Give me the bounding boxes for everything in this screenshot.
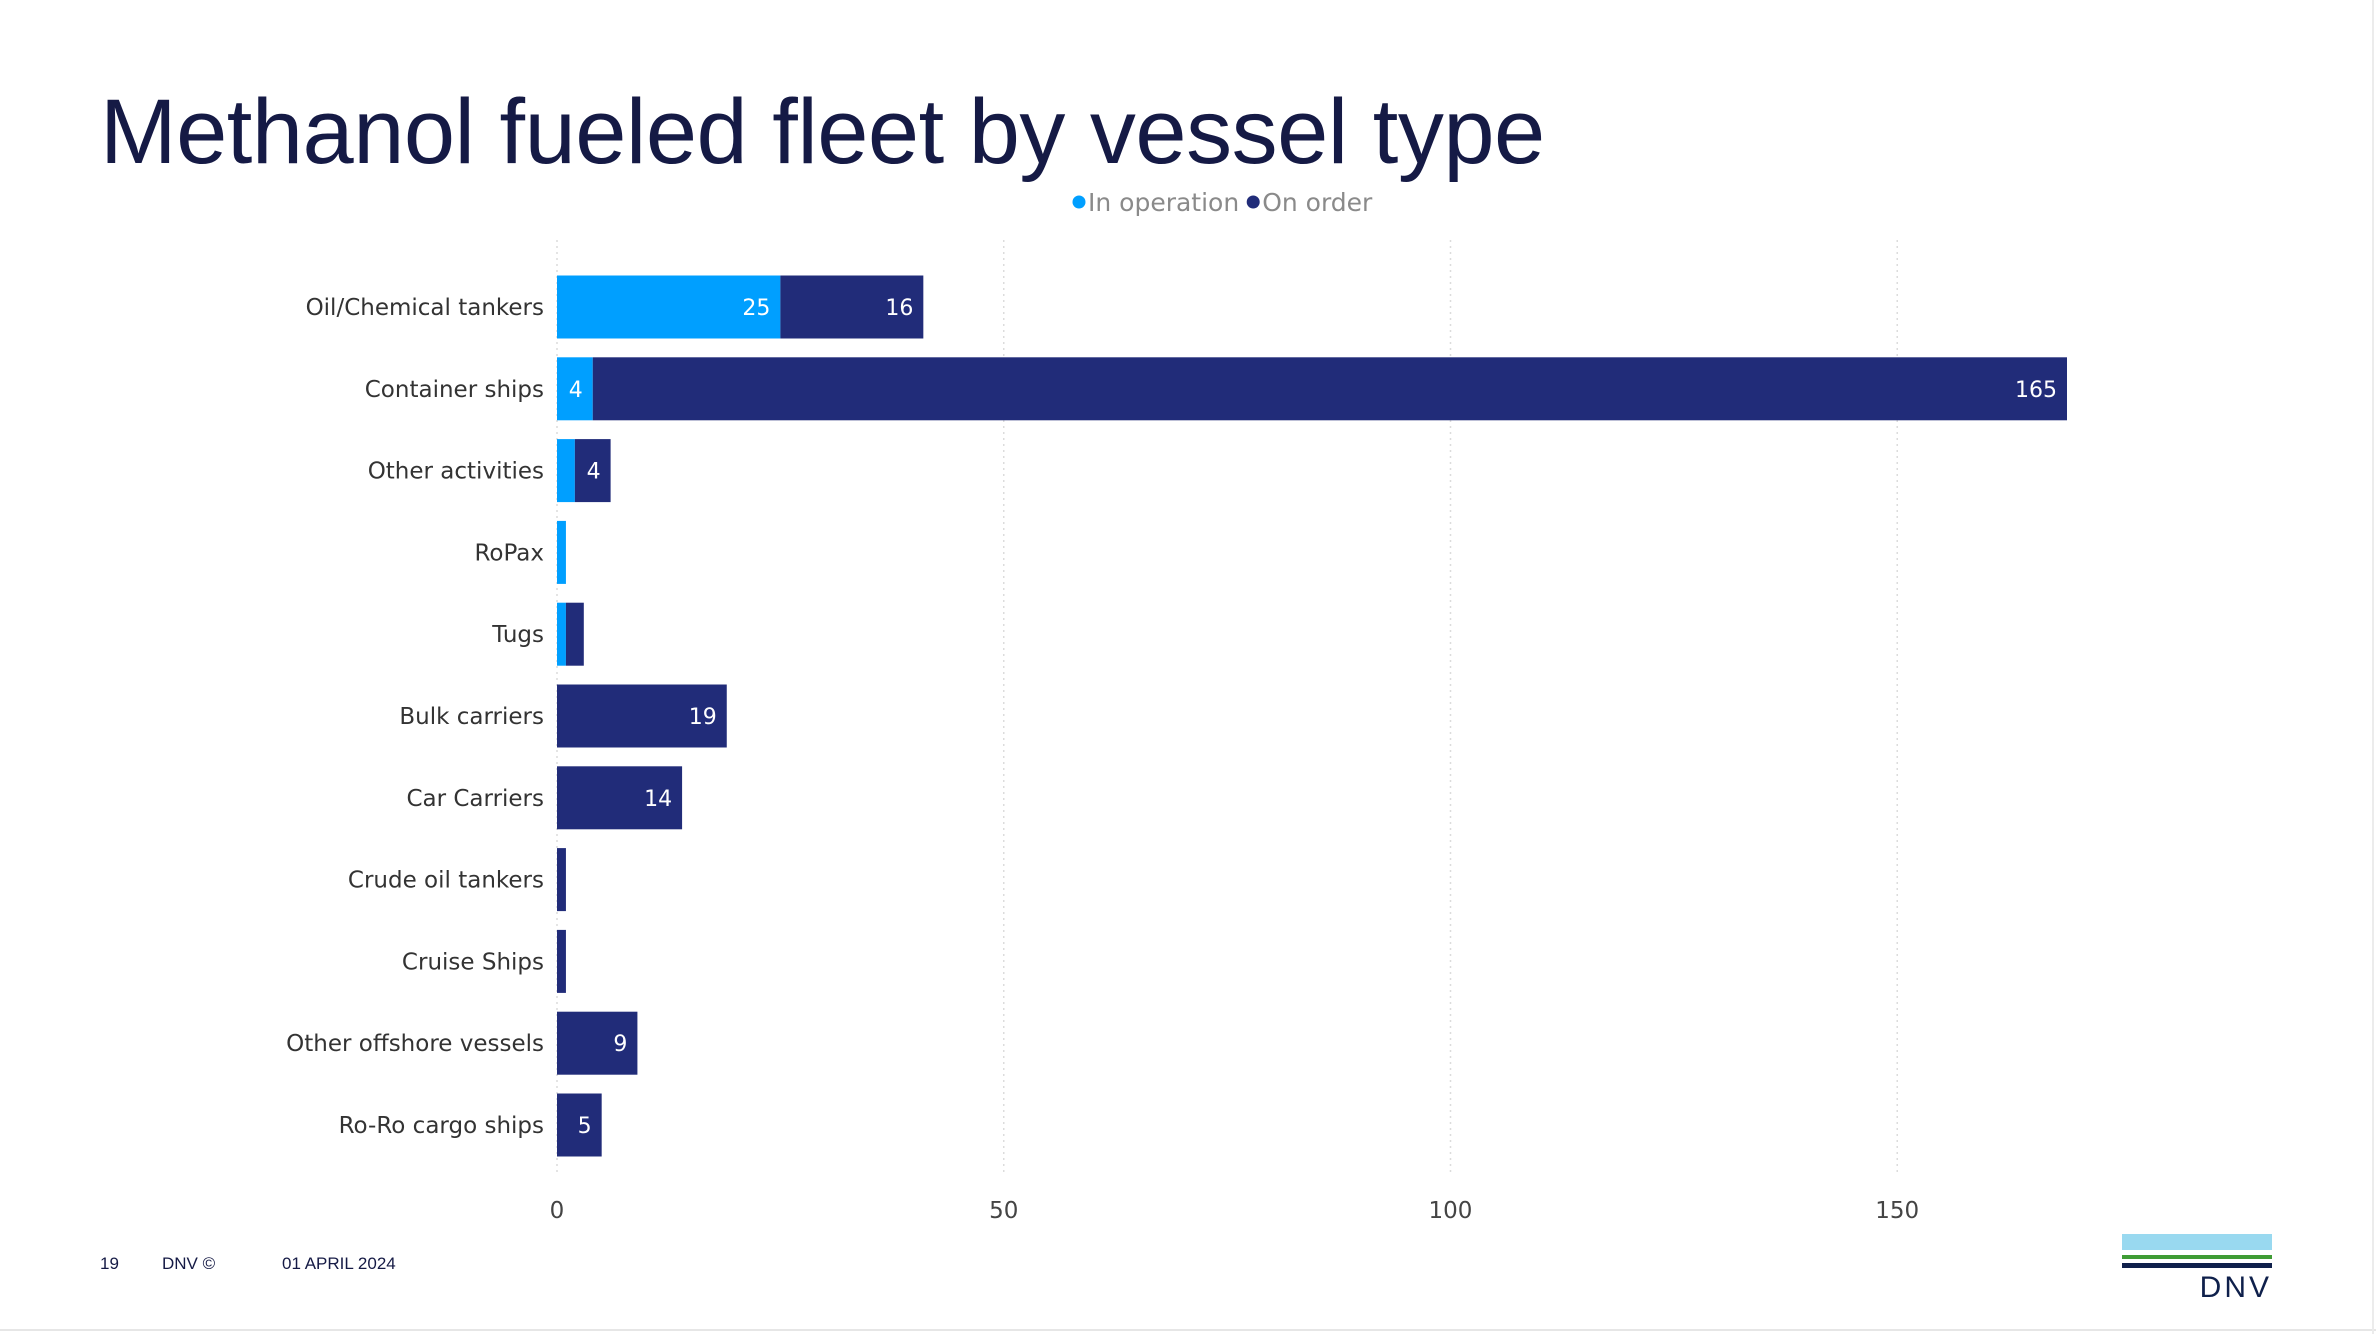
bar-in-operation (557, 357, 593, 421)
slide-edge-bottom (0, 1329, 2376, 1331)
bar-on-order (557, 1093, 602, 1157)
category-label: Other activities (368, 459, 544, 485)
legend-marker (1246, 195, 1260, 209)
bar-in-operation (557, 602, 566, 666)
logo-bar-navy (2122, 1263, 2272, 1268)
bar-value-label: 4 (569, 378, 583, 403)
bar-value-label: 16 (885, 296, 913, 321)
dnv-logo: DNV (2122, 1234, 2272, 1304)
x-tick-label: 150 (1875, 1198, 1919, 1224)
bar-on-order (592, 357, 2067, 421)
category-label: Crude oil tankers (348, 868, 544, 894)
category-label: Oil/Chemical tankers (306, 295, 544, 321)
bar-on-order (557, 848, 566, 912)
bar-value-label: 9 (613, 1032, 627, 1057)
bar-in-operation (557, 520, 566, 584)
bar-on-order (557, 766, 683, 830)
bar-value-label: 4 (587, 460, 601, 485)
category-label: Container ships (365, 377, 544, 403)
bar-on-order (574, 439, 611, 503)
bar-on-order (565, 602, 584, 666)
category-label: Bulk carriers (399, 704, 544, 730)
bar-value-label: 19 (689, 705, 717, 730)
logo-text: DNV (2199, 1271, 2272, 1304)
copyright: DNV © (162, 1254, 216, 1273)
footer-date: 01 APRIL 2024 (282, 1254, 396, 1273)
bar-value-label: 25 (742, 296, 770, 321)
category-label: RoPax (474, 540, 544, 566)
bar-on-order (780, 275, 924, 339)
bar-in-operation (557, 275, 781, 339)
legend-label: In operation (1088, 188, 1239, 217)
slide-edge-right (2372, 0, 2374, 1334)
bar-value-label: 5 (578, 1114, 592, 1139)
logo-bar-light (2122, 1234, 2272, 1250)
legend-marker (1072, 195, 1086, 209)
x-tick-label: 100 (1429, 1198, 1473, 1224)
x-tick-label: 0 (550, 1198, 565, 1224)
bar-value-label: 14 (644, 787, 672, 812)
bar-in-operation (557, 439, 575, 503)
bar-on-order (557, 1011, 638, 1075)
category-label: Ro-Ro cargo ships (339, 1113, 544, 1139)
page-title: Methanol fueled fleet by vessel type (100, 81, 1545, 183)
category-label: Other offshore vessels (286, 1031, 544, 1057)
bar-on-order (557, 684, 727, 748)
page-number: 19 (100, 1254, 119, 1273)
bar-value-label: 165 (2015, 378, 2057, 403)
logo-bar-green (2122, 1255, 2272, 1259)
category-label: Cruise Ships (402, 949, 544, 975)
legend-label: On order (1262, 188, 1373, 217)
category-label: Tugs (491, 622, 544, 648)
bar-on-order (557, 929, 566, 993)
x-tick-label: 50 (989, 1198, 1018, 1224)
category-label: Car Carriers (406, 786, 544, 812)
